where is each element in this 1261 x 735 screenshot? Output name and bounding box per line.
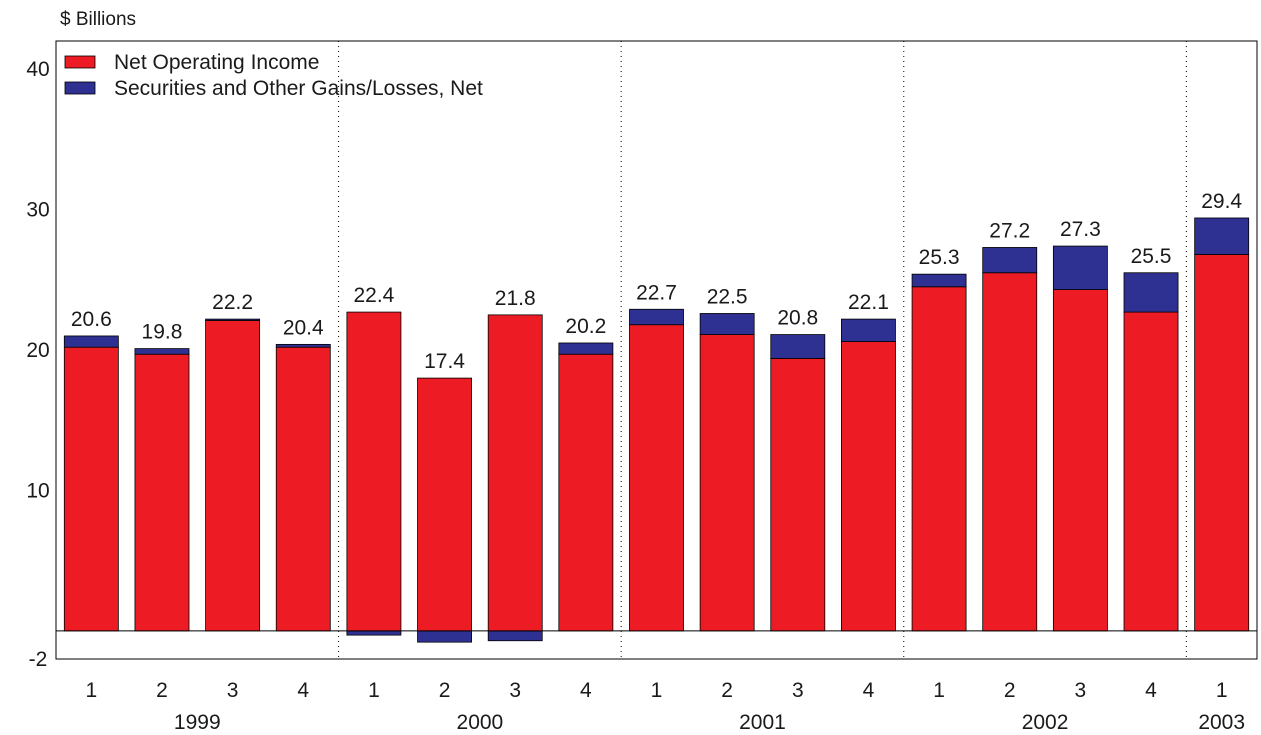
quarter-label-6: 2 — [439, 679, 451, 702]
year-label-2001: 2001 — [739, 711, 786, 734]
bar-net-operating-income-15 — [1052, 289, 1108, 632]
bar-net-operating-income-12 — [841, 341, 896, 632]
y-tick-label-20: 20 — [26, 339, 49, 362]
value-label-11: 20.8 — [777, 307, 818, 330]
bar-net-operating-income-13 — [911, 286, 967, 632]
value-label-1: 20.6 — [71, 308, 112, 331]
year-label-2002: 2002 — [1022, 711, 1069, 734]
bar-securities-gains-11 — [770, 334, 826, 359]
y-tick-label-neg2: -2 — [29, 648, 48, 671]
quarter-label-16: 4 — [1145, 679, 1157, 702]
bar-net-operating-income-2 — [134, 353, 190, 632]
bar-net-operating-income-5 — [346, 311, 402, 632]
quarter-label-11: 3 — [792, 679, 804, 702]
bar-net-operating-income-9 — [629, 324, 684, 632]
bar-securities-gains-15 — [1052, 245, 1108, 291]
value-label-5: 22.4 — [353, 284, 394, 307]
bar-net-operating-income-14 — [982, 272, 1038, 632]
bar-net-operating-income-4 — [275, 346, 331, 632]
value-label-16: 25.5 — [1131, 245, 1172, 268]
bar-securities-gains-8 — [558, 342, 614, 355]
bar-net-operating-income-1 — [63, 346, 119, 632]
bar-securities-gains-2 — [134, 348, 190, 355]
bar-net-operating-income-8 — [558, 353, 614, 632]
value-label-9: 22.7 — [636, 281, 677, 304]
plot-frame — [55, 40, 1258, 660]
bar-securities-gains-12 — [841, 318, 896, 342]
quarter-label-10: 2 — [721, 679, 733, 702]
bar-securities-gains-10 — [699, 313, 755, 335]
bar-securities-gains-5 — [346, 630, 402, 636]
quarter-label-1: 1 — [85, 679, 97, 702]
unit-label: $ Billions — [60, 9, 136, 30]
value-label-12: 22.1 — [848, 291, 889, 314]
value-label-10: 22.5 — [707, 285, 748, 308]
value-label-4: 20.4 — [283, 316, 324, 339]
bar-securities-gains-1 — [63, 335, 119, 348]
bar-net-operating-income-6 — [417, 377, 472, 632]
quarter-label-14: 2 — [1004, 679, 1016, 702]
x-axis-labels: 1 2 3 4 1 2 3 4 1 2 3 4 1 2 3 4 1 1999 2000 2001 2002 2003 — [85, 679, 1245, 734]
year-label-2000: 2000 — [457, 711, 504, 734]
bar-securities-gains-16 — [1123, 272, 1179, 313]
value-label-13: 25.3 — [919, 246, 960, 269]
value-label-3: 22.2 — [212, 291, 253, 314]
quarter-label-8: 4 — [580, 679, 592, 702]
value-label-14: 27.2 — [989, 219, 1030, 242]
value-labels-group: 20.6 19.8 22.2 20.4 22.4 17.4 21.8 20.2 22.7 22.5… — [71, 190, 1243, 373]
bar-securities-gains-9 — [629, 308, 684, 326]
bar-net-operating-income-10 — [699, 334, 755, 632]
quarter-label-4: 4 — [297, 679, 309, 702]
value-label-8: 20.2 — [565, 315, 606, 338]
y-tick-label-40: 40 — [26, 58, 49, 81]
quarter-label-3: 3 — [227, 679, 239, 702]
bar-securities-gains-6 — [417, 630, 472, 643]
bar-securities-gains-3 — [205, 318, 261, 321]
year-separators — [338, 41, 1187, 659]
bar-net-operating-income-3 — [205, 320, 261, 632]
value-label-7: 21.8 — [495, 287, 536, 310]
bar-net-operating-income-16 — [1123, 311, 1179, 632]
y-tick-label-30: 30 — [26, 199, 49, 222]
bar-securities-gains-7 — [487, 630, 543, 642]
bar-net-operating-income-11 — [770, 358, 826, 632]
quarter-label-13: 1 — [933, 679, 945, 702]
bars-group — [63, 217, 1250, 643]
legend: Net Operating Income Securities and Other… — [64, 51, 483, 100]
quarter-label-17: 1 — [1216, 679, 1228, 702]
value-label-6: 17.4 — [424, 350, 465, 373]
year-label-2003: 2003 — [1198, 711, 1245, 734]
bar-securities-gains-17 — [1194, 217, 1250, 255]
quarter-label-5: 1 — [368, 679, 380, 702]
quarter-label-7: 3 — [509, 679, 521, 702]
bar-securities-gains-13 — [911, 273, 967, 288]
quarter-label-12: 4 — [863, 679, 875, 702]
quarter-label-15: 3 — [1075, 679, 1087, 702]
value-label-17: 29.4 — [1201, 190, 1242, 213]
bar-net-operating-income-17 — [1194, 254, 1250, 632]
legend-swatch-2 — [64, 81, 96, 95]
bar-net-operating-income-7 — [487, 314, 543, 632]
quarter-label-2: 2 — [156, 679, 168, 702]
bar-securities-gains-14 — [982, 247, 1038, 274]
value-label-15: 27.3 — [1060, 218, 1101, 241]
legend-label-1: Net Operating Income — [114, 51, 319, 74]
quarter-label-9: 1 — [651, 679, 663, 702]
y-tick-label-10: 10 — [26, 479, 49, 502]
legend-label-2: Securities and Other Gains/Losses, Net — [114, 77, 483, 100]
value-label-2: 19.8 — [142, 321, 183, 344]
legend-swatch-1 — [64, 55, 96, 69]
y-axis-ticks: 40 30 20 10 -2 — [26, 58, 49, 671]
year-label-1999: 1999 — [174, 711, 221, 734]
bar-securities-gains-4 — [275, 343, 331, 348]
